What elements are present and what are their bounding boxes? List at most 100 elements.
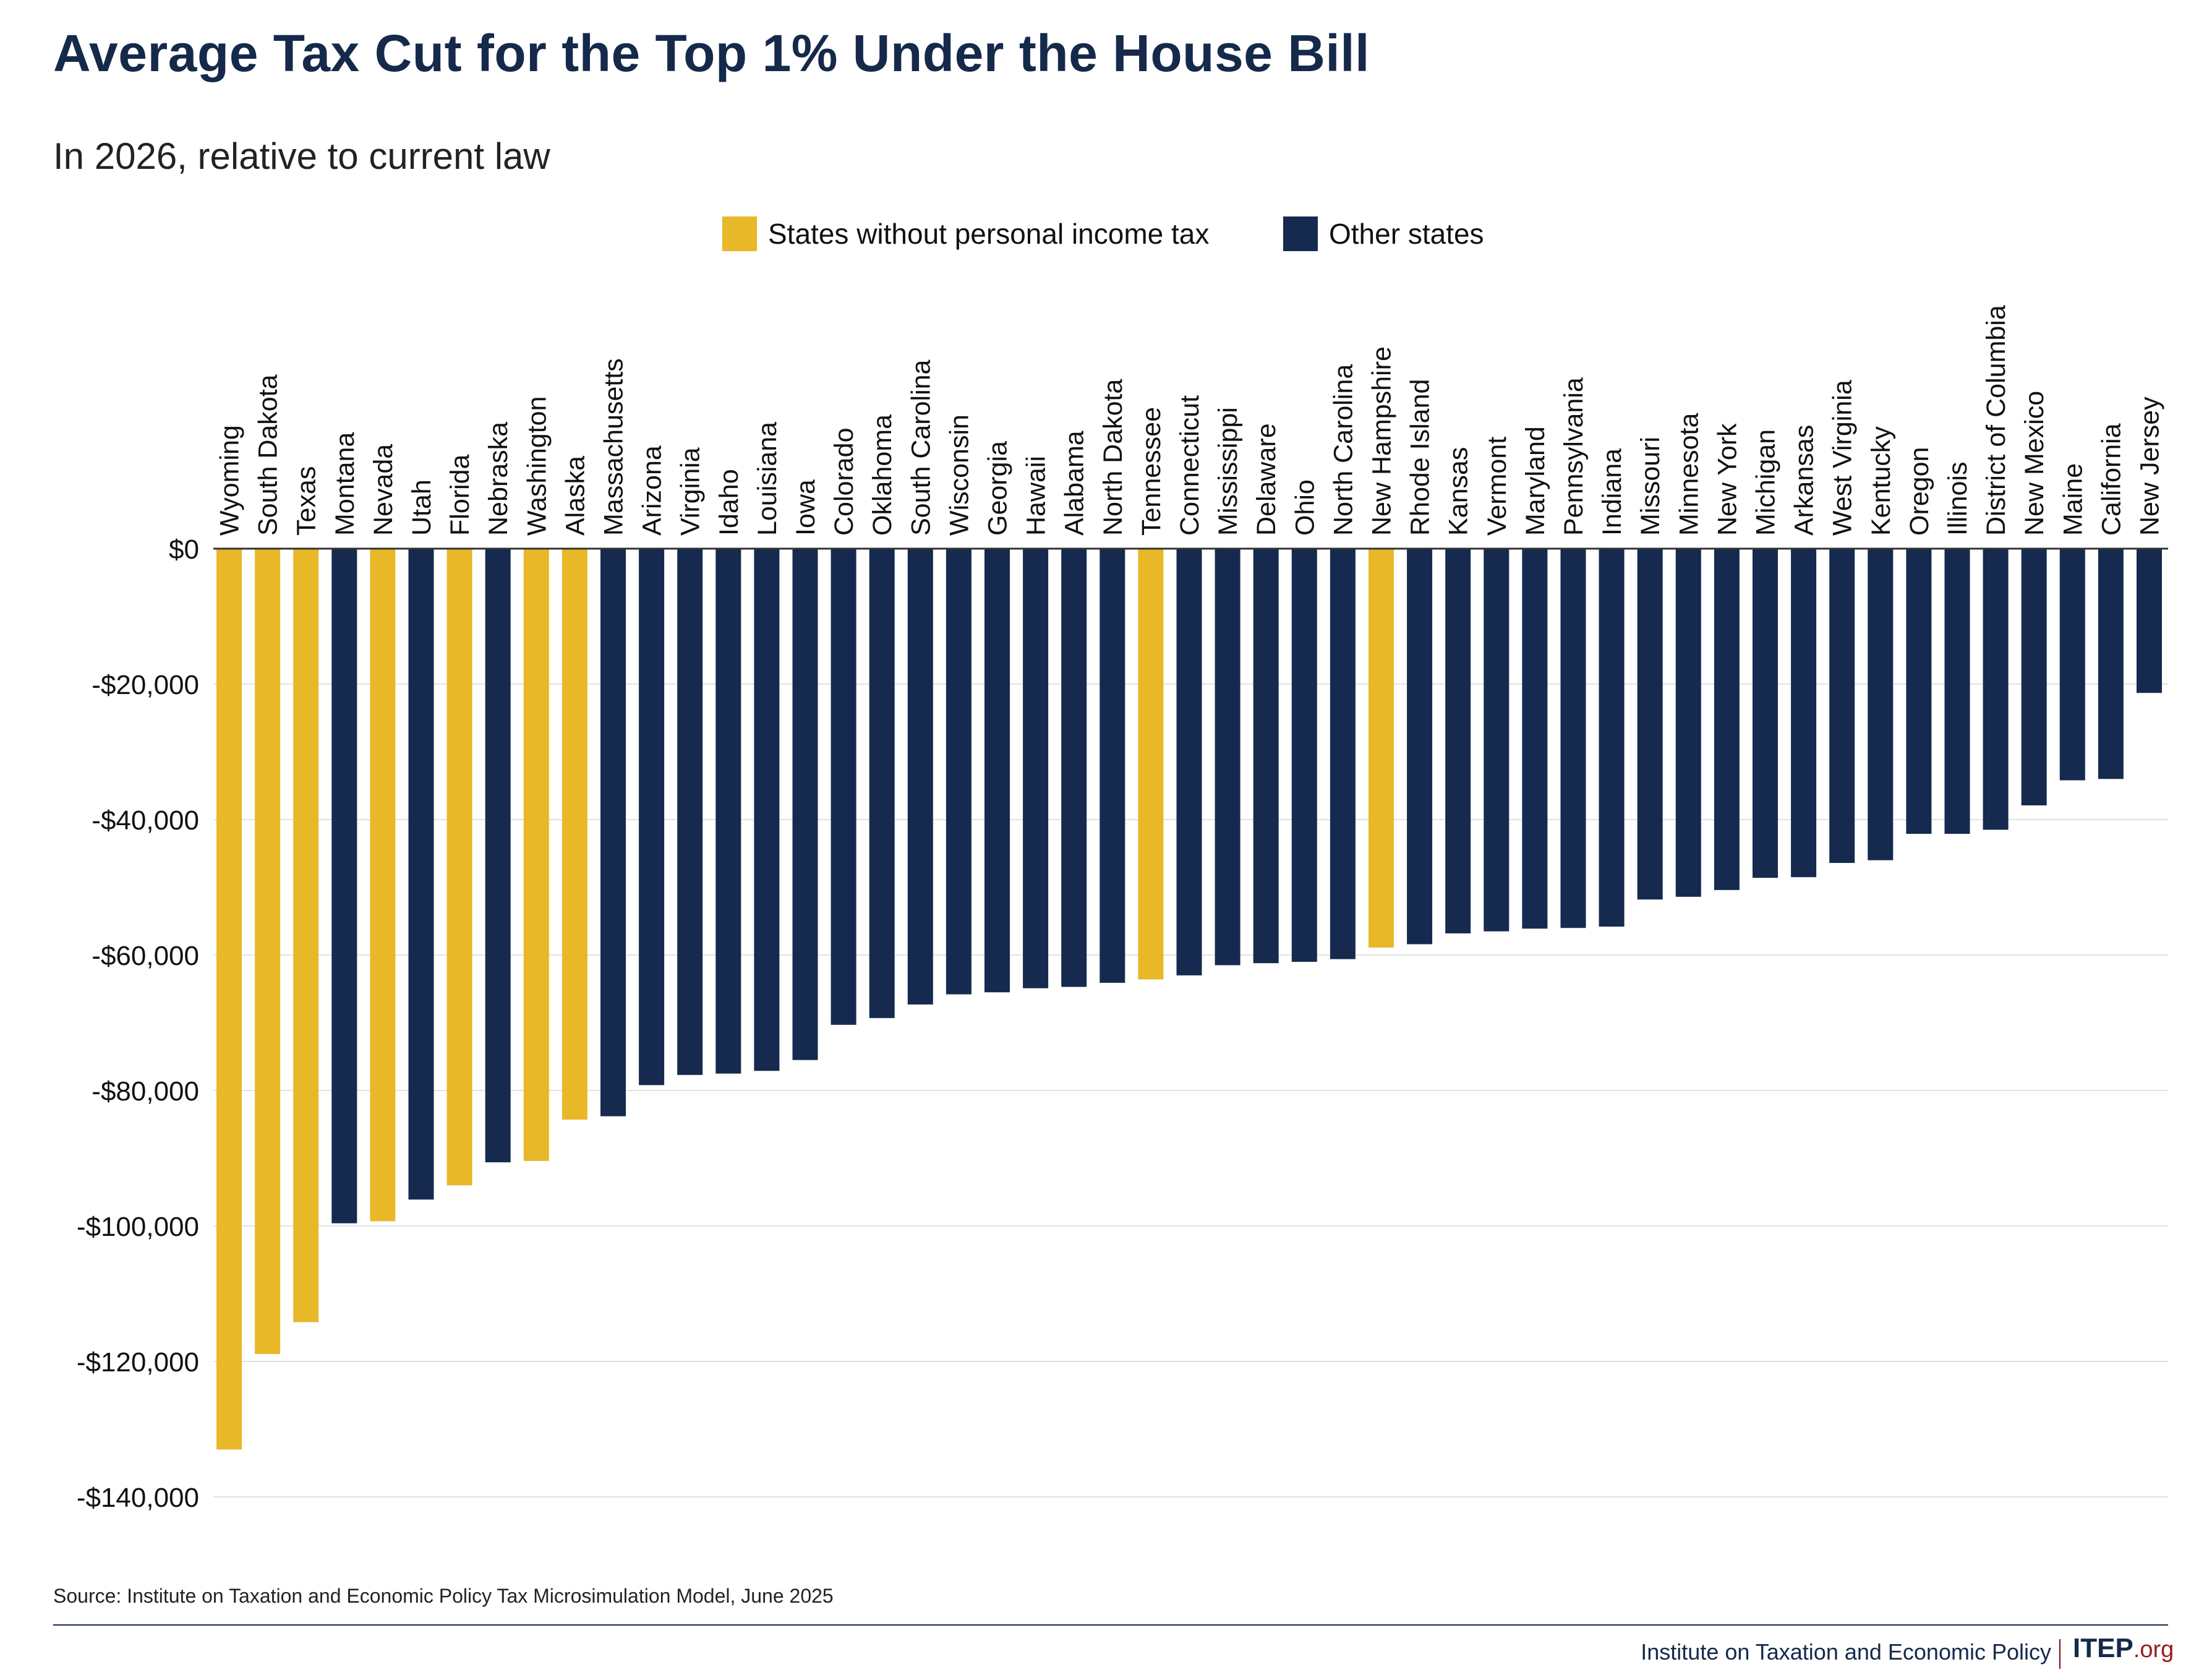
bar: [331, 549, 357, 1224]
bar: [984, 549, 1010, 993]
category-label: New Mexico: [2020, 391, 2049, 536]
bar: [370, 549, 396, 1222]
bar: [1484, 549, 1510, 932]
y-tick-label: -$80,000: [92, 1076, 199, 1107]
y-tick-label: -$40,000: [92, 805, 199, 836]
bar: [1407, 549, 1433, 945]
category-label: West Virginia: [1828, 380, 1858, 536]
category-label: Nebraska: [484, 422, 513, 536]
bar: [1829, 549, 1855, 864]
legend: States without personal income tax Other…: [0, 216, 2212, 266]
legend-label-other-states: Other states: [1329, 218, 1484, 250]
bar: [1906, 549, 1932, 834]
bar: [1675, 549, 1701, 897]
category-label: Arkansas: [1790, 425, 1819, 536]
bar: [562, 549, 587, 1120]
bar: [869, 549, 895, 1018]
bar: [1100, 549, 1125, 983]
bar: [446, 549, 472, 1186]
category-label: North Dakota: [1098, 379, 1128, 536]
bar: [831, 549, 856, 1025]
bar: [523, 549, 549, 1161]
category-label: Iowa: [791, 479, 821, 536]
bar: [1253, 549, 1279, 964]
logo-suffix: .org: [2133, 1637, 2174, 1663]
bar: [1522, 549, 1548, 929]
footer-separator: [2059, 1639, 2060, 1669]
category-label: New Jersey: [2135, 396, 2165, 536]
y-tick-label: -$20,000: [92, 670, 199, 700]
bar: [1061, 549, 1087, 987]
category-label: Vermont: [1482, 437, 1512, 536]
bar: [2021, 549, 2047, 806]
bar: [1369, 549, 1394, 948]
bar: [1714, 549, 1740, 890]
bar: [408, 549, 434, 1200]
bar: [2098, 549, 2124, 779]
source-note: Source: Institute on Taxation and Econom…: [53, 1585, 834, 1607]
category-label: Maryland: [1521, 426, 1550, 536]
legend-item-no-income-tax: States without personal income tax: [722, 216, 1209, 251]
bar: [2137, 549, 2162, 693]
category-label: Minnesota: [1674, 413, 1704, 536]
category-label: Idaho: [714, 469, 744, 536]
bar: [255, 549, 281, 1354]
category-label: Missouri: [1636, 437, 1665, 536]
category-label: Kentucky: [1866, 426, 1896, 536]
category-label: Massachusetts: [599, 358, 629, 536]
footer-divider: [53, 1624, 2168, 1626]
y-tick-label: $0: [169, 534, 199, 565]
bar: [216, 549, 242, 1450]
category-label: California: [2096, 423, 2126, 536]
bar: [1330, 549, 1356, 959]
category-label: Wisconsin: [944, 414, 974, 536]
category-label: Arizona: [638, 445, 667, 536]
logo-main: ITEP: [2073, 1633, 2133, 1663]
y-tick-label: -$100,000: [77, 1212, 199, 1242]
footer-org-name: Institute on Taxation and Economic Polic…: [1641, 1639, 2051, 1665]
category-label: Louisiana: [753, 422, 782, 536]
category-label: Wyoming: [215, 425, 245, 536]
category-label: Connecticut: [1175, 395, 1205, 536]
chart-title: Average Tax Cut for the Top 1% Under the…: [53, 24, 1370, 82]
legend-swatch-no-income-tax: [722, 216, 757, 251]
bar: [1791, 549, 1817, 878]
category-label: Nevada: [369, 444, 398, 536]
bar: [639, 549, 665, 1086]
category-label: Washington: [522, 396, 552, 536]
category-label: South Carolina: [906, 359, 936, 536]
chart-subtitle: In 2026, relative to current law: [53, 135, 550, 177]
category-label: Alaska: [560, 456, 590, 536]
y-tick-label: -$60,000: [92, 941, 199, 971]
category-label: North Carolina: [1328, 364, 1358, 536]
bar: [1291, 549, 1317, 962]
category-label: Georgia: [983, 441, 1013, 536]
category-label: South Dakota: [254, 374, 283, 536]
bar: [715, 549, 741, 1074]
bar: [485, 549, 511, 1163]
bar: [792, 549, 818, 1060]
category-label: Indiana: [1597, 448, 1627, 536]
bar: [2059, 549, 2085, 781]
bar: [946, 549, 971, 995]
bar: [1138, 549, 1164, 980]
category-label: Illinois: [1943, 462, 1973, 536]
bar: [1944, 549, 1970, 834]
category-label: District of Columbia: [1981, 305, 2011, 536]
bar: [1445, 549, 1471, 933]
bar: [677, 549, 703, 1075]
category-label: Michigan: [1751, 429, 1781, 536]
bar: [1599, 549, 1625, 927]
category-label: Rhode Island: [1406, 379, 1435, 536]
bar: [1983, 549, 2009, 830]
category-label: Oregon: [1905, 447, 1934, 536]
bar: [293, 549, 319, 1322]
category-label: Utah: [407, 479, 437, 536]
category-label: New York: [1712, 423, 1742, 536]
category-label: Tennessee: [1137, 407, 1166, 536]
itep-logo: ITEP.org: [2073, 1633, 2174, 1664]
bar: [907, 549, 933, 1005]
bar: [1215, 549, 1241, 966]
bar: [1637, 549, 1663, 900]
